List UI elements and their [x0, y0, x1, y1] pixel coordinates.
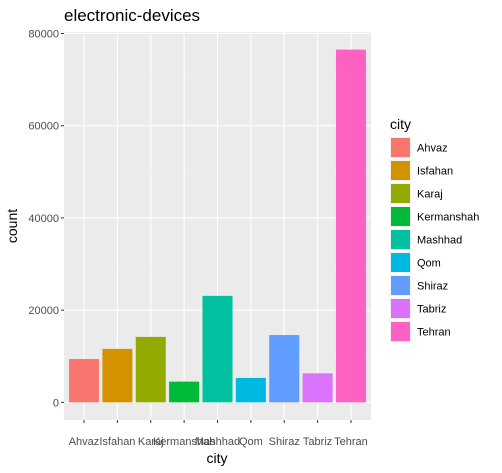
legend-label: Shiraz: [417, 281, 448, 293]
legend-swatch-mashhad: [391, 230, 410, 249]
bar-tabriz: [302, 373, 333, 403]
y-tick-label: 60000: [28, 121, 59, 133]
legend-label: Kermanshah: [417, 212, 479, 224]
legend-swatch-tehran: [391, 322, 410, 341]
legend: city Ahvaz Isfahan Karaj Kermanshah Mashhad Q…: [390, 116, 479, 342]
legend-label: Tehran: [417, 327, 451, 339]
bar-shiraz: [269, 335, 300, 403]
bar-mashhad: [202, 295, 233, 403]
legend-label: Qom: [417, 258, 441, 270]
bar-karaj: [135, 336, 166, 403]
x-tick-label: Mashhad: [195, 436, 240, 448]
y-tick-label: 80000: [28, 28, 59, 40]
legend-swatch-qom: [391, 253, 410, 272]
legend-title: city: [390, 116, 411, 132]
bar-isfahan: [102, 348, 133, 403]
x-tick-label: Isfahan: [99, 436, 135, 448]
legend-label: Ahvaz: [417, 143, 448, 155]
y-tick-label: 0: [53, 397, 59, 409]
legend-swatch-ahvaz: [391, 138, 410, 157]
bar-kermanshah: [169, 381, 200, 403]
legend-label: Mashhad: [417, 235, 462, 247]
legend-label: Isfahan: [417, 166, 453, 178]
legend-label: Tabriz: [417, 304, 446, 316]
bar-ahvaz: [69, 359, 100, 403]
bar-tehran: [335, 49, 366, 403]
x-tick-label: Ahvaz: [69, 436, 100, 448]
bar-qom: [235, 377, 266, 403]
legend-label: Karaj: [417, 189, 443, 201]
axes: 0 20000 40000 60000 80000 Ahvaz Isfahan KarajKe…: [28, 28, 367, 448]
y-tick-label: 40000: [28, 213, 59, 225]
x-tick-label: Qom: [239, 436, 263, 448]
chart-title: electronic-devices: [64, 6, 200, 25]
x-tick-label: Tehran: [334, 436, 368, 448]
bars: [69, 49, 366, 403]
legend-swatch-karaj: [391, 184, 410, 203]
legend-swatch-tabriz: [391, 299, 410, 318]
legend-swatch-kermanshah: [391, 207, 410, 226]
x-tick-label: Kermanshah: [153, 436, 215, 448]
y-tick-label: 20000: [28, 305, 59, 317]
x-axis-title: city: [207, 450, 228, 466]
y-axis-title: count: [4, 209, 20, 243]
legend-swatch-isfahan: [391, 161, 410, 180]
x-tick-label: Tabriz: [303, 436, 332, 448]
x-tick-label: Shiraz: [269, 436, 300, 448]
x-tick-label: Karaj: [138, 436, 164, 448]
legend-swatch-shiraz: [391, 276, 410, 295]
